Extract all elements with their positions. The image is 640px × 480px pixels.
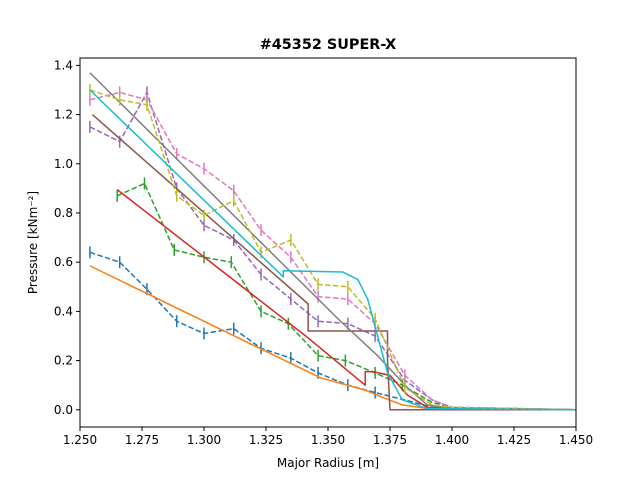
x-tick-label: 1.425 <box>497 433 531 447</box>
series-9 <box>89 83 577 411</box>
x-tick-label: 1.350 <box>311 433 345 447</box>
series-10 <box>89 89 577 411</box>
x-tick-label: 1.250 <box>63 433 97 447</box>
series-5 <box>89 86 577 411</box>
x-axis-label: Major Radius [m] <box>277 456 379 470</box>
chart-title: #45352 SUPER-X <box>260 37 397 53</box>
series-line <box>89 91 577 411</box>
series-line <box>116 189 577 411</box>
series-line <box>89 89 577 411</box>
series-line <box>91 114 576 411</box>
y-tick-label: 0.6 <box>54 255 73 269</box>
series-2 <box>89 265 577 411</box>
series-3 <box>116 177 577 411</box>
y-tick-label: 0.4 <box>54 304 73 318</box>
series-line <box>89 89 577 411</box>
x-tick-label: 1.275 <box>125 433 159 447</box>
y-tick-label: 0.2 <box>54 354 73 368</box>
y-tick-label: 0.8 <box>54 206 73 220</box>
x-tick-label: 1.450 <box>559 433 593 447</box>
x-tick-label: 1.375 <box>373 433 407 447</box>
x-tick-label: 1.400 <box>435 433 469 447</box>
series-line <box>116 182 577 411</box>
series-6 <box>91 114 576 411</box>
series-layer <box>89 72 577 411</box>
x-tick-label: 1.325 <box>249 433 283 447</box>
series-line <box>89 91 577 411</box>
y-axis: 0.0 0.2 0.4 0.6 0.8 1.0 1.2 1.4 <box>54 58 80 417</box>
x-axis: 1.250 1.275 1.300 1.325 1.350 1.375 1.400 1.425… <box>63 427 593 447</box>
y-tick-label: 1.0 <box>54 157 73 171</box>
y-tick-label: 1.4 <box>54 58 73 72</box>
series-7 <box>89 86 577 411</box>
y-axis-label: Pressure [kNm⁻²] <box>26 191 40 294</box>
series-line <box>89 265 577 411</box>
series-1 <box>89 246 576 411</box>
y-tick-label: 0.0 <box>54 403 73 417</box>
y-tick-label: 1.2 <box>54 108 73 122</box>
x-tick-label: 1.300 <box>187 433 221 447</box>
series-4 <box>116 189 577 411</box>
